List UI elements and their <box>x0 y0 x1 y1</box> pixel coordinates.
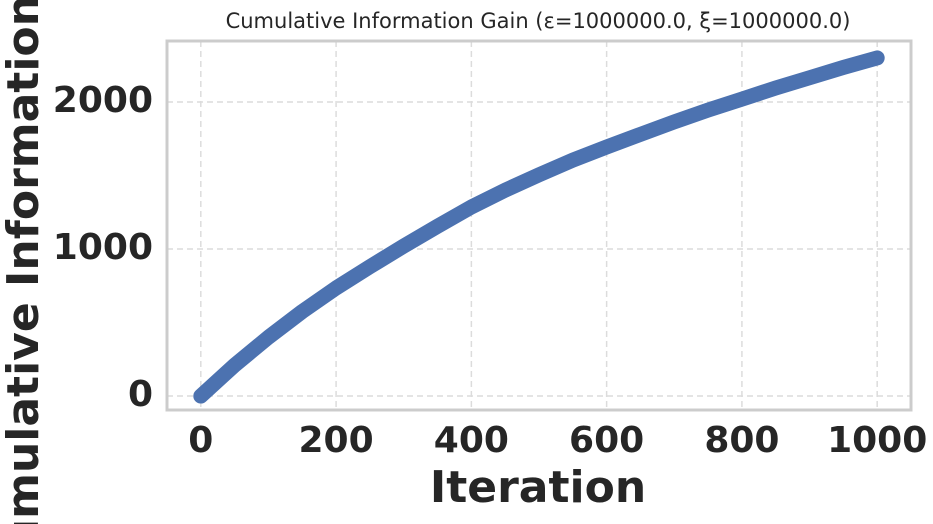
y-tick-label: 1000 <box>53 227 153 268</box>
x-tick-label: 200 <box>299 420 374 461</box>
data-line <box>193 50 885 404</box>
x-axis-label: Iteration <box>430 462 646 513</box>
plot-frame <box>165 39 913 412</box>
y-tick-label: 0 <box>128 374 153 415</box>
y-axis-label: Cumulative Information Gain <box>0 0 49 524</box>
x-tick-label: 800 <box>704 420 779 461</box>
x-tick-label: 400 <box>434 420 509 461</box>
y-tick-label: 2000 <box>53 80 153 121</box>
x-tick-label: 600 <box>569 420 644 461</box>
chart-title: Cumulative Information Gain (ε=1000000.0… <box>226 9 851 33</box>
x-tick-label: 0 <box>188 420 213 461</box>
x-tick-label: 1000 <box>827 420 927 461</box>
